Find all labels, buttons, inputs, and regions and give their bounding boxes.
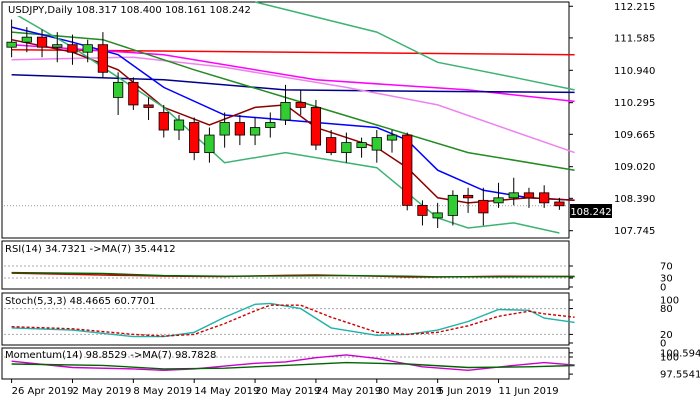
- indicator-series-2-1: [11, 304, 575, 337]
- candle-body: [295, 102, 306, 108]
- indicator-series-1-1: [11, 271, 575, 278]
- candle-body: [21, 36, 32, 43]
- candle-body: [386, 134, 398, 141]
- candle-body: [6, 41, 17, 48]
- candle-body: [128, 81, 139, 106]
- candle-body: [143, 104, 154, 108]
- overlay-line-8: [254, 1, 575, 91]
- candles: [6, 19, 565, 228]
- y-tick-label: 111.585: [614, 33, 655, 44]
- candle-body: [326, 137, 337, 154]
- current-price-box: [570, 204, 612, 218]
- current-price-label: 108.242: [570, 207, 611, 218]
- candle-body: [158, 112, 169, 131]
- overlay-line-5: [11, 26, 575, 202]
- candle-body: [417, 204, 428, 216]
- x-tick-label: 26 Apr 2019: [12, 386, 74, 397]
- candle-body: [97, 44, 109, 73]
- momentum-panel-frame: [1, 347, 570, 380]
- candle-body: [219, 122, 230, 136]
- y-tick-label: 108.390: [614, 194, 655, 205]
- candle-body: [36, 36, 48, 48]
- level-lines: [4, 205, 567, 358]
- candle-body: [478, 199, 489, 214]
- y-tick-label: 112.215: [614, 2, 655, 13]
- candle-body: [341, 142, 352, 154]
- axis-ticks: 112.215 111.585 110.940 110.295 109.665 109.0…: [11, 2, 700, 397]
- indicator-y-tick-label: 20: [660, 330, 673, 341]
- overlay-line-3: [11, 56, 575, 154]
- y-tick-label: 109.665: [614, 130, 655, 141]
- x-tick-label: 2 May 2019: [72, 386, 131, 397]
- x-tick-label: 14 May 2019: [194, 386, 259, 397]
- y-tick-label: 109.020: [614, 162, 655, 173]
- momentum-title: Momentum(14) 98.8529 ->MA(7) 98.7828: [5, 350, 216, 361]
- candle-body: [52, 44, 63, 48]
- candle-body: [432, 212, 443, 219]
- overlay-line-1: [11, 43, 575, 103]
- x-tick-label: 5 Jun 2019: [438, 386, 492, 397]
- indicator-y-tick-label: 70: [660, 262, 673, 273]
- candle-body: [523, 192, 535, 199]
- candle-body: [265, 122, 276, 128]
- candle-body: [402, 134, 413, 206]
- candle-body: [371, 137, 382, 151]
- candle-body: [113, 81, 124, 98]
- candle-body: [310, 107, 322, 146]
- indicator-series-3-1: [11, 361, 575, 370]
- candle-body: [280, 102, 291, 121]
- x-tick-label: 30 May 2019: [377, 386, 442, 397]
- candle-body: [447, 194, 458, 216]
- y-tick-label: 110.295: [614, 98, 655, 109]
- candle-body: [356, 142, 367, 149]
- x-tick-label: 20 May 2019: [255, 386, 320, 397]
- indicator-series-2-0: [11, 302, 575, 338]
- indicator-y-tick-label: 0: [660, 283, 666, 294]
- indicator-y-tick-label: 100.5944: [660, 348, 700, 359]
- x-tick-label: 11 Jun 2019: [499, 386, 559, 397]
- indicator-y-tick-label: 80: [660, 304, 673, 315]
- candle-body: [173, 119, 185, 131]
- rsi-panel-frame: [1, 240, 570, 290]
- rsi-title: RSI(14) 34.7321 ->MA(7) 35.4412: [5, 244, 176, 255]
- indicator-y-tick-label: 30: [660, 274, 673, 285]
- y-tick-label: 110.940: [614, 66, 655, 77]
- indicator-y-tick-label: 97.5541: [660, 370, 700, 381]
- main-chart-title: USDJPY,Daily 108.317 108.400 108.161 108…: [8, 5, 251, 16]
- candle-body: [67, 44, 78, 53]
- indicator-lines: [11, 271, 575, 372]
- title-bg: [4, 3, 234, 16]
- candle-body: [82, 44, 93, 53]
- candle-body: [539, 192, 550, 204]
- candle-body: [234, 122, 245, 136]
- candle-body: [189, 122, 200, 154]
- overlay-line-6: [11, 38, 575, 204]
- indicator-y-tick-label: 100: [660, 296, 679, 307]
- candle-body: [462, 194, 474, 199]
- indicator-y-tick-label: 100: [660, 353, 679, 364]
- candle-body: [554, 201, 565, 207]
- x-tick-label: 8 May 2019: [133, 386, 192, 397]
- candle-body: [493, 197, 504, 204]
- candle-body: [204, 134, 215, 154]
- candle-body: [249, 127, 261, 136]
- indicator-y-tick-label: 0: [660, 339, 666, 350]
- stoch-title: Stoch(5,3,3) 48.4665 60.7701: [5, 296, 156, 307]
- y-tick-label: 107.745: [614, 226, 655, 237]
- x-tick-label: 24 May 2019: [316, 386, 381, 397]
- candle-body: [508, 192, 519, 199]
